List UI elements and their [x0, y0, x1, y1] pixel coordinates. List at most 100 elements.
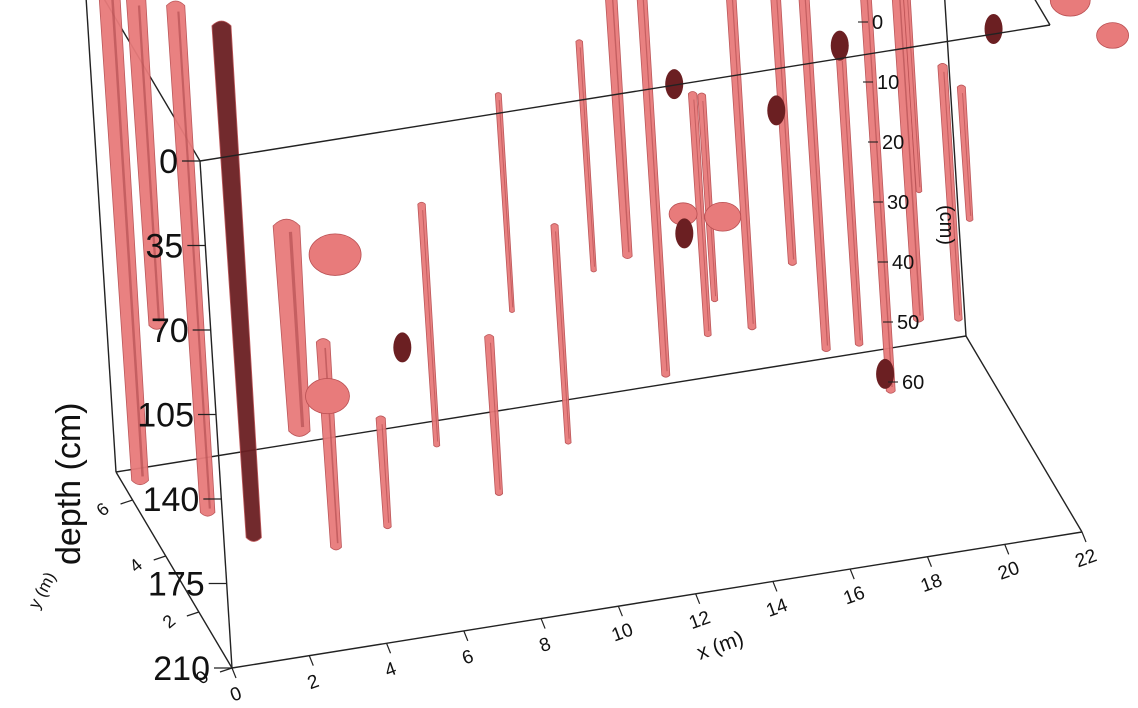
isosurface-dark-spot: [830, 30, 849, 61]
isosurface-dark-spot: [665, 69, 684, 100]
isosurface-column-shade: [866, 0, 893, 388]
x-tick-label: 2: [305, 671, 322, 694]
isosurface-column-shade: [381, 424, 390, 523]
z-tick-label: 70: [151, 312, 189, 350]
z-back-tick-label: 40: [892, 252, 914, 274]
isosurface-column-shade: [642, 0, 668, 372]
z-tick-label: 175: [148, 566, 205, 604]
x-tick-mark: [617, 605, 623, 617]
z-tick-label: 105: [137, 397, 194, 435]
isosurface-column: [315, 338, 342, 551]
isosurface-column: [211, 20, 262, 542]
x-tick-label: 14: [764, 595, 791, 622]
z-tick-label: 0: [159, 143, 178, 181]
isosurface-blob: [1096, 22, 1129, 49]
x-tick-label: 22: [1073, 545, 1100, 572]
box-edge-front-top: [199, 24, 1051, 162]
x-tick-mark: [1004, 544, 1010, 555]
box-edge-bottom-right: [965, 335, 1083, 533]
x-tick-label: 8: [537, 634, 554, 657]
x-tick-mark: [695, 593, 701, 605]
isosurface-column-shade: [489, 342, 501, 490]
x-tick-label: 18: [918, 570, 945, 597]
isosurface-dark-spot: [675, 218, 694, 249]
isosurface-bodies: [98, 0, 1129, 551]
x-tick-mark: [540, 618, 546, 629]
isosurface-column: [417, 201, 441, 448]
isosurface-column: [770, 0, 797, 266]
x-tick-mark: [849, 568, 855, 580]
y-tick-mark: [120, 499, 133, 505]
x-tick-mark: [926, 556, 933, 567]
x-axis-label: x (m): [694, 627, 747, 665]
isosurface-blob: [305, 378, 350, 415]
isosurface-column-shade: [111, 0, 144, 477]
z-axis-label: depth (cm): [50, 403, 88, 566]
y-axis-label: y (m): [25, 569, 60, 612]
isosurface-column: [484, 334, 504, 496]
x-tick-label: 16: [841, 582, 868, 609]
isosurface-column-shade: [702, 100, 717, 297]
z-back-tick-label: 50: [897, 312, 919, 334]
isosurface-blob: [704, 201, 742, 232]
x-tick-label: 20: [995, 558, 1022, 585]
z-back-tick-label: 20: [882, 132, 904, 154]
isosurface-dark-spot: [767, 95, 786, 126]
isosurface-column: [956, 84, 974, 222]
z-tick-label: 35: [146, 228, 184, 266]
isosurface-column: [494, 92, 515, 313]
box-edge-back-left: [85, 0, 117, 473]
x-tick-mark: [385, 643, 392, 654]
isosurface-column-shade: [177, 11, 211, 509]
x-tick-label: 12: [686, 607, 713, 634]
isosurface-column: [835, 51, 864, 347]
box-edge-front-bottom: [231, 531, 1083, 669]
isosurface-column-shade: [422, 210, 439, 442]
box-edge-back-bottom: [115, 335, 967, 473]
y-tick-mark: [186, 611, 200, 617]
isosurface-column-shade: [612, 0, 630, 253]
isosurface-column: [550, 223, 572, 445]
box-edge-front-left-bottom: [115, 471, 233, 669]
isosurface-column-shade: [776, 0, 795, 260]
isosurface-column-shade: [579, 47, 595, 267]
x-tick-mark: [463, 630, 469, 642]
isosurface-column-shade: [288, 231, 305, 428]
y-tick-label: 6: [92, 499, 113, 521]
isosurface-column: [636, 0, 671, 378]
z-back-tick-label: 60: [902, 372, 924, 394]
y-tick-mark: [219, 667, 233, 673]
x-tick-mark: [308, 655, 314, 666]
x-tick-label: 6: [459, 646, 476, 669]
y-tick-label: 4: [126, 555, 147, 577]
isosurface-column-shade: [731, 0, 754, 324]
box-edge-back-right: [944, 0, 967, 337]
isosurface-column-shade: [841, 60, 861, 341]
z-tick-label: 210: [153, 650, 210, 688]
x-tick-mark: [772, 581, 778, 592]
x-tick-label: 10: [609, 620, 636, 647]
isosurface-dark-spot: [393, 332, 412, 363]
isosurface-column-shade: [137, 5, 161, 322]
x-tick-label: 4: [382, 658, 400, 681]
isosurface-blob: [1049, 0, 1091, 17]
isosurface-column-shade: [555, 231, 570, 439]
isosurface-column: [375, 415, 392, 530]
y-tick-label: 2: [159, 611, 180, 633]
isosurface-column-shade: [693, 99, 710, 332]
z-back-tick-label: 30: [887, 192, 909, 214]
x-tick-mark: [231, 667, 237, 679]
z-back-tick-label: 0: [872, 12, 883, 34]
isosurface-column-shade: [899, 0, 921, 316]
x-tick-label: 0: [228, 683, 245, 706]
z-back-axis-label: (cm): [935, 205, 957, 245]
z-back-tick-label: 10: [877, 72, 899, 94]
isosurface-column-shade: [498, 100, 514, 308]
x-tick-mark: [1081, 531, 1087, 543]
y-tick-mark: [153, 555, 166, 561]
isosurface-column: [726, 0, 757, 331]
isosurface-column-shade: [943, 71, 961, 316]
isosurface-column-shade: [804, 0, 829, 346]
isosurface-column: [798, 0, 831, 353]
